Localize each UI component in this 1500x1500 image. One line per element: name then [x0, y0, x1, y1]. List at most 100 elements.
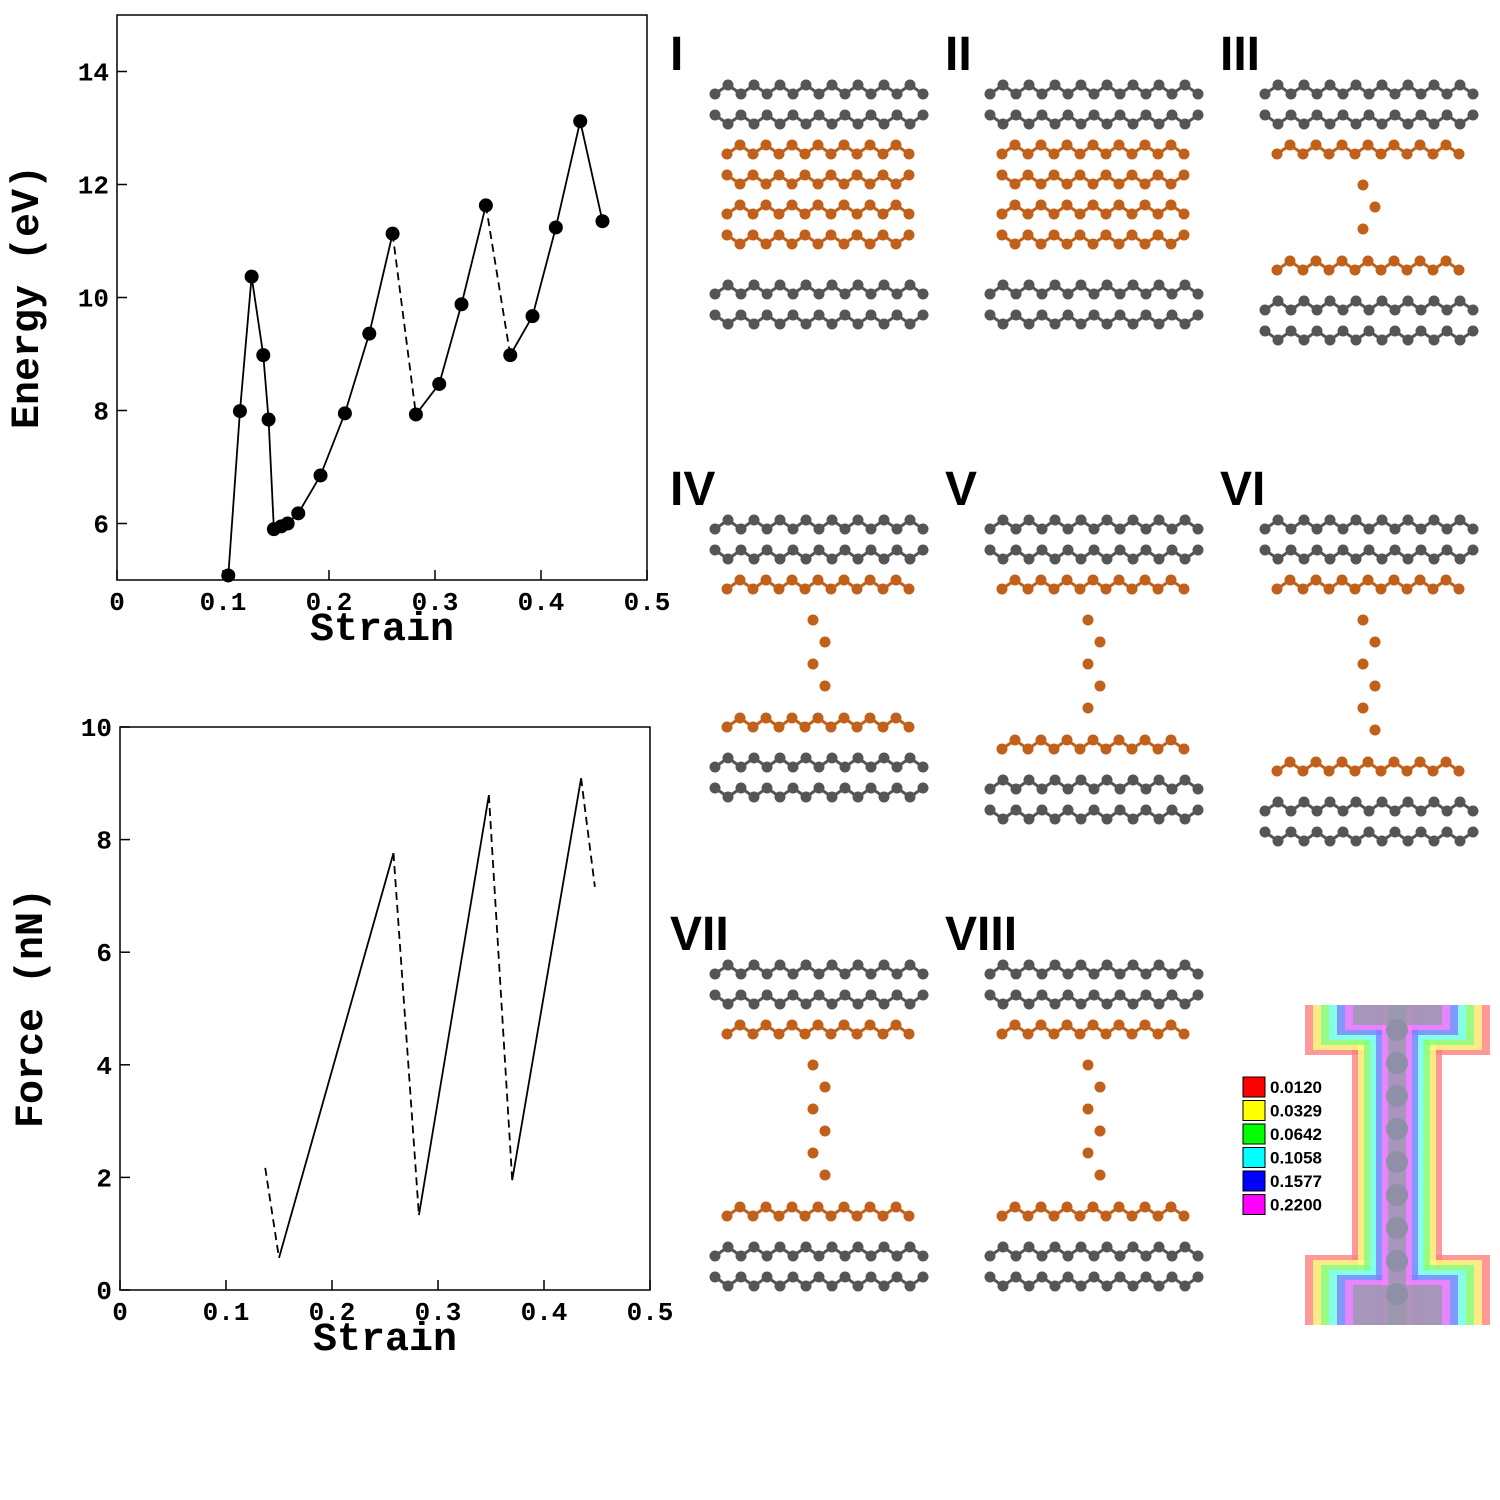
atom: [838, 712, 850, 724]
atom: [1454, 553, 1466, 565]
atom: [787, 782, 799, 794]
atom: [1101, 79, 1113, 91]
atom: [826, 998, 838, 1010]
atom: [1386, 1118, 1408, 1140]
atom: [1082, 614, 1094, 626]
atom: [761, 288, 773, 300]
atom: [1074, 1028, 1086, 1040]
atom: [1075, 998, 1087, 1010]
atom: [1088, 1250, 1100, 1262]
atom: [852, 279, 864, 291]
atom: [1114, 968, 1126, 980]
atom: [1428, 514, 1440, 526]
atom: [1179, 318, 1191, 330]
atom: [904, 318, 916, 330]
atom: [1010, 309, 1022, 321]
atom: [1087, 238, 1099, 250]
atom: [773, 1210, 785, 1222]
atom: [1441, 805, 1453, 817]
atom: [1087, 1201, 1099, 1213]
atom: [1061, 238, 1073, 250]
line-segment: [418, 794, 490, 1216]
y-tick-label: 0: [96, 1277, 112, 1307]
atom: [786, 1201, 798, 1213]
atom: [786, 178, 798, 190]
atom: [735, 544, 747, 556]
atom: [819, 680, 831, 692]
atom: [1035, 238, 1047, 250]
x-tick-label: 0: [109, 588, 125, 618]
atom: [735, 1250, 747, 1262]
atom: [1453, 264, 1465, 276]
atom: [1401, 264, 1413, 276]
atom: [1114, 989, 1126, 1001]
atom: [903, 1028, 915, 1040]
atom: [774, 1241, 786, 1253]
atom: [1023, 998, 1035, 1010]
legend-label: 0.1577: [1270, 1172, 1322, 1191]
atom: [747, 721, 759, 733]
atom: [865, 88, 877, 100]
panel-label: VIII: [945, 908, 1017, 961]
atom: [1127, 79, 1139, 91]
atom: [838, 199, 850, 211]
data-point: [595, 214, 610, 229]
atom: [787, 1271, 799, 1283]
atom: [1337, 826, 1349, 838]
atom: [799, 1028, 811, 1040]
atom: [1271, 148, 1283, 160]
atom: [1298, 118, 1310, 130]
atom: [747, 208, 759, 220]
atom: [839, 523, 851, 535]
atom: [1401, 148, 1413, 160]
atom: [1082, 702, 1094, 714]
atom: [1022, 169, 1034, 181]
atom: [735, 761, 747, 773]
atom: [761, 88, 773, 100]
atom: [813, 1271, 825, 1283]
atom: [891, 544, 903, 556]
atom: [1337, 88, 1349, 100]
atom: [1311, 523, 1323, 535]
atom: [1165, 178, 1177, 190]
atom: [800, 752, 812, 764]
atom: [1272, 796, 1284, 808]
atom: [787, 309, 799, 321]
atom: [826, 1280, 838, 1292]
atom: [1023, 813, 1035, 825]
atom: [1049, 959, 1061, 971]
atom: [891, 968, 903, 980]
atom: [1192, 989, 1204, 1001]
atom: [1415, 304, 1427, 316]
atom: [1010, 989, 1022, 1001]
atom: [1298, 796, 1310, 808]
atom: [917, 523, 929, 535]
atom: [761, 782, 773, 794]
atom: [904, 279, 916, 291]
atom: [799, 229, 811, 241]
atom: [734, 712, 746, 724]
atom: [1082, 1059, 1094, 1071]
atom: [1088, 109, 1100, 121]
atom: [1049, 79, 1061, 91]
atom: [984, 783, 996, 795]
atom: [1101, 553, 1113, 565]
atom: [734, 178, 746, 190]
atom: [865, 544, 877, 556]
atom: [1362, 255, 1374, 267]
legend-swatch: [1242, 1100, 1266, 1121]
atom: [1101, 279, 1113, 291]
atom: [1088, 989, 1100, 1001]
atom: [735, 1271, 747, 1283]
atom: [1061, 139, 1073, 151]
legend-swatch: [1242, 1076, 1266, 1098]
atom: [1467, 88, 1479, 100]
atom: [786, 574, 798, 586]
atom: [748, 791, 760, 803]
atom: [1454, 295, 1466, 307]
atom: [799, 1210, 811, 1222]
atom: [1087, 178, 1099, 190]
atom: [760, 238, 772, 250]
atom: [812, 139, 824, 151]
atom: [1036, 783, 1048, 795]
